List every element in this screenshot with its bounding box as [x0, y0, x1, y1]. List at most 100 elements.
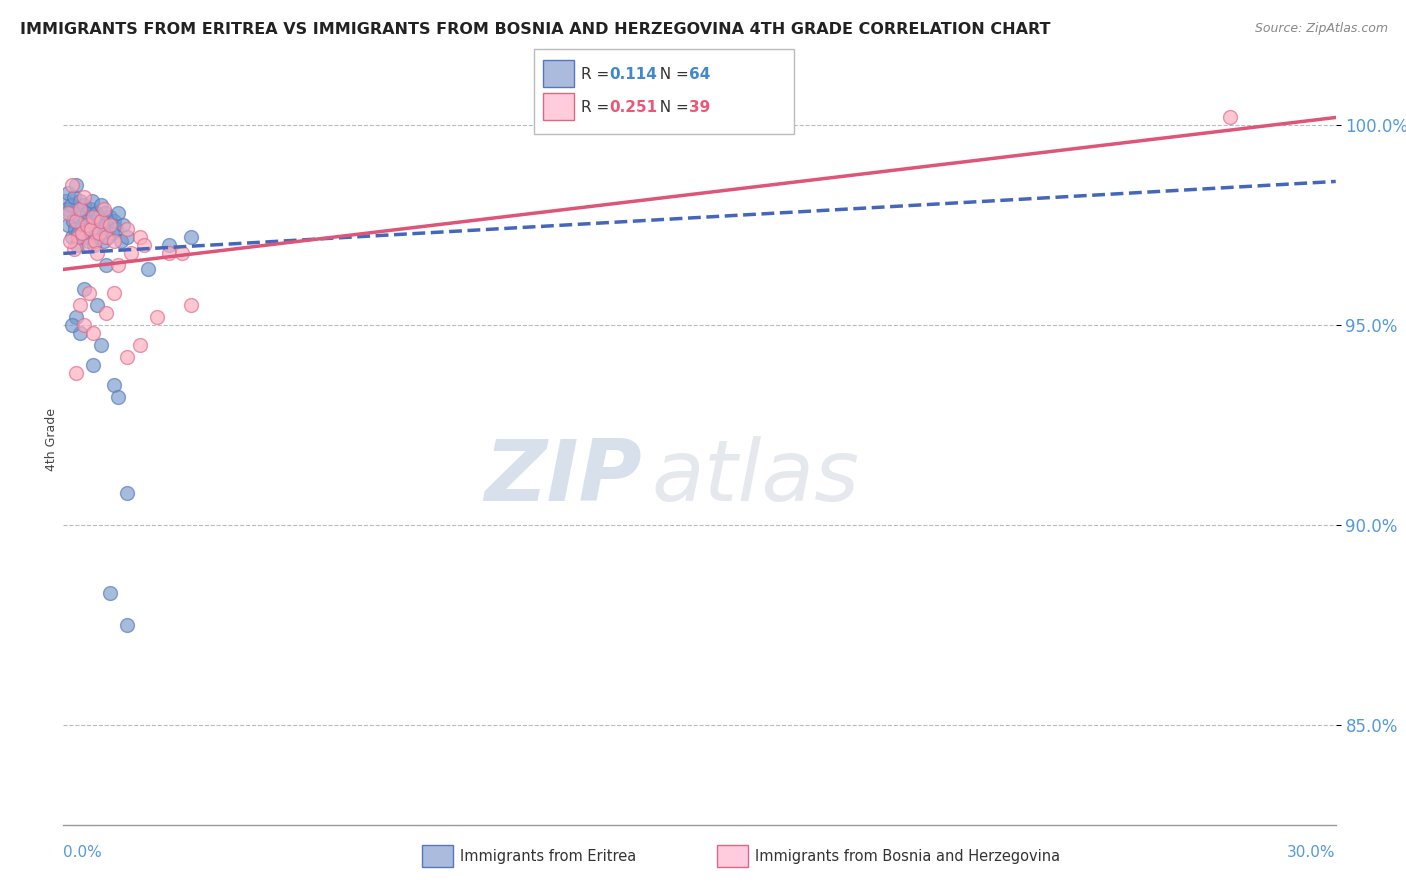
Text: atlas: atlas [651, 436, 859, 519]
Point [103, 286, 125, 301]
Text: R =: R = [581, 100, 614, 114]
Point [65, 178, 87, 193]
Point [73, 190, 96, 204]
Point [107, 206, 129, 220]
Point [73, 282, 96, 296]
Point [170, 246, 193, 260]
Point [84, 235, 107, 249]
Point [62, 214, 84, 228]
Text: Source: ZipAtlas.com: Source: ZipAtlas.com [1254, 22, 1388, 36]
Point [1219, 111, 1241, 125]
Point [93, 202, 115, 217]
Point [82, 359, 104, 373]
Point [90, 227, 112, 241]
Point [115, 222, 138, 236]
Point [93, 235, 115, 249]
Point [59, 206, 82, 220]
Text: 0.0%: 0.0% [63, 845, 103, 860]
Point [72, 219, 94, 233]
Point [107, 390, 129, 404]
Text: N =: N = [650, 67, 693, 81]
Point [105, 222, 128, 236]
Point [98, 586, 121, 600]
Point [94, 206, 117, 220]
Point [55, 202, 77, 217]
Point [145, 310, 167, 325]
Point [72, 227, 94, 241]
Point [86, 230, 108, 244]
Point [87, 211, 110, 225]
Point [58, 219, 80, 233]
Point [69, 298, 91, 312]
Point [63, 243, 86, 257]
Point [77, 238, 100, 252]
Point [60, 178, 83, 193]
Text: N =: N = [650, 100, 693, 114]
Point [69, 194, 91, 209]
Point [67, 227, 90, 241]
Point [59, 235, 82, 249]
Point [80, 222, 103, 236]
Point [157, 246, 180, 260]
Point [103, 378, 125, 392]
Point [94, 306, 117, 320]
Point [83, 238, 105, 252]
Point [76, 219, 98, 233]
Point [70, 202, 93, 217]
Point [55, 194, 77, 209]
Point [132, 238, 155, 252]
Point [103, 235, 125, 249]
Text: 0.114: 0.114 [609, 67, 657, 81]
Point [94, 230, 117, 244]
Point [94, 219, 117, 233]
Point [86, 298, 108, 312]
Point [90, 338, 112, 352]
Point [98, 211, 121, 225]
Point [115, 351, 138, 365]
Point [80, 227, 103, 241]
Point [86, 206, 108, 220]
Point [56, 206, 79, 220]
Point [73, 318, 96, 333]
Point [60, 230, 83, 244]
Point [65, 214, 87, 228]
Point [89, 222, 111, 236]
Point [128, 230, 150, 244]
Point [67, 230, 90, 244]
Point [72, 198, 94, 212]
Point [69, 202, 91, 217]
Point [179, 298, 202, 312]
Point [157, 238, 180, 252]
Point [136, 262, 159, 277]
Point [120, 246, 142, 260]
Point [76, 206, 98, 220]
Text: Immigrants from Bosnia and Herzegovina: Immigrants from Bosnia and Herzegovina [755, 849, 1060, 863]
Point [56, 186, 79, 201]
Point [82, 214, 104, 228]
Point [110, 235, 132, 249]
Point [86, 246, 108, 260]
Point [179, 230, 202, 244]
Point [115, 486, 138, 500]
Point [63, 222, 86, 236]
Point [77, 222, 100, 236]
Point [63, 190, 86, 204]
Point [89, 227, 111, 241]
Point [73, 230, 96, 244]
Point [77, 286, 100, 301]
Point [101, 227, 124, 241]
Point [103, 214, 125, 228]
Point [76, 235, 98, 249]
Point [82, 326, 104, 341]
Text: 64: 64 [689, 67, 710, 81]
Point [59, 198, 82, 212]
Point [97, 230, 120, 244]
Y-axis label: 4th Grade: 4th Grade [45, 408, 58, 471]
Point [111, 219, 134, 233]
Text: Immigrants from Eritrea: Immigrants from Eritrea [460, 849, 636, 863]
Point [65, 367, 87, 381]
Point [65, 310, 87, 325]
Text: 30.0%: 30.0% [1288, 845, 1336, 860]
Text: IMMIGRANTS FROM ERITREA VS IMMIGRANTS FROM BOSNIA AND HERZEGOVINA 4TH GRADE CORR: IMMIGRANTS FROM ERITREA VS IMMIGRANTS FR… [20, 22, 1050, 37]
Point [66, 238, 89, 252]
